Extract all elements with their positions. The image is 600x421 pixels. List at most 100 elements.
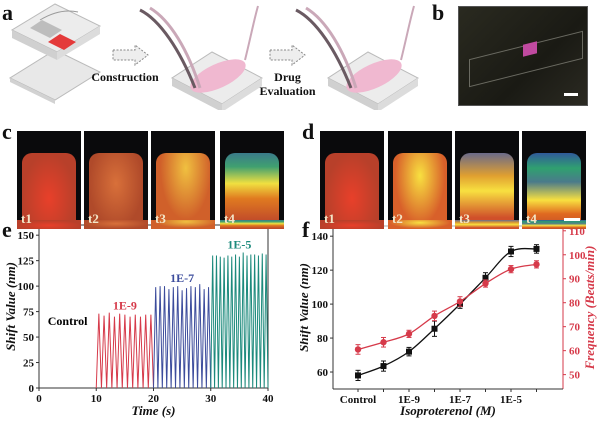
step-construction-label: Construction — [91, 70, 159, 84]
panel-label-f: f — [302, 217, 310, 242]
chart-e: 0 25 50 75 100 125 150 0 10 20 30 40 Time (s) Shift V… — [3, 224, 275, 418]
x-tick-label: 20 — [148, 393, 160, 405]
beating-tissue-image: t3 — [151, 131, 215, 229]
chip-photo — [458, 6, 588, 106]
x-tick-label: 30 — [205, 393, 217, 405]
dashed-arrow-right-icon — [269, 43, 306, 67]
y-tick-label: 60 — [317, 367, 329, 379]
time-frame-label: t2 — [88, 211, 99, 226]
trace-1e-7 — [153, 284, 212, 389]
y-right-axis-label: Frequency (Beats/min) — [582, 246, 597, 371]
y-axis-label: Shift Value (nm) — [3, 262, 18, 351]
trace-control — [39, 327, 96, 388]
x-tick-label: 0 — [36, 393, 42, 405]
y-tick-label: 50 — [23, 332, 35, 344]
tissue-region — [522, 152, 586, 229]
data-point — [507, 265, 515, 273]
y-tick-label: 0 — [29, 383, 35, 395]
beating-tissue-image: t1 — [17, 131, 81, 229]
y-right-tick-label: 50 — [569, 370, 581, 382]
step-drug-line1: Drug — [274, 70, 301, 84]
tissue-region — [220, 152, 284, 229]
y-right-tick-label: 80 — [569, 298, 581, 310]
beating-tissue-image: t1 — [320, 131, 384, 229]
trace-1e-5 — [210, 252, 269, 389]
data-point — [431, 312, 438, 320]
series-label: Control — [48, 314, 88, 328]
y-tick-label: 25 — [23, 358, 35, 370]
tissue-region — [320, 152, 384, 229]
y-tick-label: 150 — [18, 230, 35, 242]
tissue-region — [455, 152, 519, 229]
y-right-tick-label: 100 — [569, 250, 586, 262]
beating-tissue-image: t2 — [388, 131, 452, 229]
chip-schematic — [8, 3, 419, 110]
step-drug-line2: Evaluation — [259, 84, 316, 98]
panel-label-e: e — [2, 217, 12, 242]
data-point — [355, 372, 361, 379]
series-label: 1E-9 — [113, 299, 137, 313]
data-point — [508, 248, 514, 255]
step-drug-evaluation-label: Drug Evaluation — [255, 70, 320, 98]
chip-exploded — [8, 3, 102, 104]
tissue-region — [388, 152, 452, 229]
y-tick-label: 125 — [18, 256, 35, 268]
y-tick-label: 80 — [317, 333, 329, 345]
data-point — [533, 245, 540, 252]
x-axis-label: Time (s) — [132, 403, 176, 418]
tissue-region — [84, 152, 148, 229]
fit-curve — [357, 263, 537, 351]
y-tick-label: 100 — [312, 299, 329, 311]
series-label: 1E-5 — [227, 237, 251, 251]
y-right-tick-label: 90 — [569, 274, 581, 286]
data-point — [354, 346, 362, 353]
beating-tissue-image: t4 — [220, 131, 284, 229]
time-frame-label: t2 — [392, 211, 403, 226]
y-tick-label: 75 — [23, 307, 35, 319]
data-point — [380, 363, 387, 370]
chip-assembled-2 — [295, 5, 419, 110]
time-frame-label: t4 — [526, 211, 537, 226]
trace-1e-9 — [95, 312, 154, 389]
beating-tissue-image: t3 — [455, 131, 519, 229]
tissue-region — [151, 152, 215, 229]
x-tick-label: 1E-5 — [500, 394, 523, 406]
x-tick-label: 1E-7 — [449, 394, 472, 406]
data-point — [482, 280, 489, 287]
scale-bar — [564, 218, 580, 221]
dashed-arrow-right-icon — [112, 43, 149, 67]
data-point — [405, 330, 413, 338]
y-tick-label: 100 — [18, 281, 35, 293]
y-right-tick-label: 60 — [569, 346, 581, 358]
y-tick-label: 140 — [312, 231, 329, 243]
panel-label-b: b — [432, 0, 445, 25]
x-tick-label: 40 — [263, 393, 275, 405]
data-point — [456, 298, 464, 305]
tissue-region — [17, 152, 81, 229]
x-axis-label: Isoproterenol (M) — [399, 403, 496, 418]
x-tick-label: 1E-9 — [398, 394, 421, 406]
data-point — [380, 339, 387, 346]
y-right-tick-label: 70 — [569, 322, 581, 334]
panel-label-d: d — [302, 119, 315, 144]
scale-bar — [564, 93, 578, 96]
data-point — [406, 348, 412, 355]
beating-tissue-image: t2 — [84, 131, 148, 229]
panel-label-a: a — [2, 0, 13, 25]
data-point — [533, 261, 540, 268]
y-tick-label: 120 — [312, 265, 329, 277]
beating-tissue-image: t4 — [522, 131, 586, 229]
time-frame-label: t1 — [324, 211, 335, 226]
data-point — [431, 325, 438, 332]
y-axis-label: Shift Value (nm) — [300, 263, 311, 352]
data-point — [482, 274, 489, 281]
x-tick-label: Control — [340, 394, 376, 406]
time-frame-label: t4 — [224, 211, 235, 226]
x-tick-label: 10 — [91, 393, 103, 405]
time-frame-label: t3 — [155, 211, 166, 226]
time-frame-label: t3 — [459, 211, 470, 226]
chip-assembled-1 — [139, 5, 263, 110]
series-label: 1E-7 — [170, 271, 194, 285]
